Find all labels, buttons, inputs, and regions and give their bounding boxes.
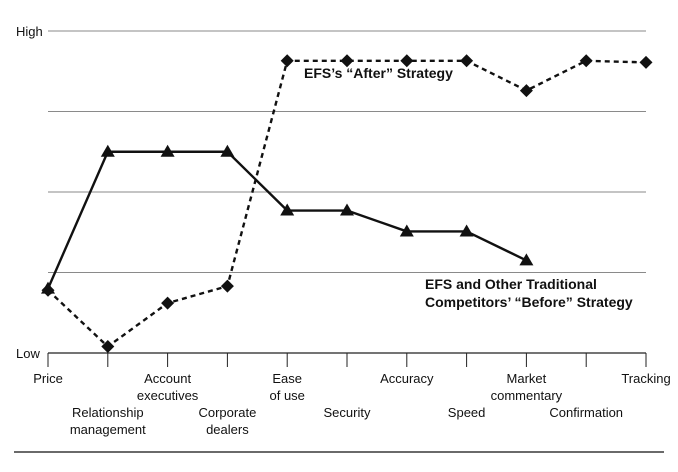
- x-tick-label: Market commentary: [491, 371, 563, 403]
- triangle-marker: [340, 203, 354, 216]
- x-tick-label: Accuracy: [380, 371, 434, 386]
- x-tick-label: Speed: [448, 405, 486, 420]
- series-labels: EFS and Other Traditional Competitors’ “B…: [304, 65, 633, 310]
- triangle-marker: [399, 224, 414, 237]
- diamond-marker: [161, 296, 175, 310]
- x-tick-label: Security: [324, 405, 371, 420]
- diamond-marker: [220, 279, 234, 293]
- y-label-low: Low: [16, 346, 40, 361]
- x-tick-label: Corporate dealers: [198, 405, 256, 437]
- x-tick-label: Account executives: [137, 371, 199, 403]
- triangle-marker: [100, 144, 115, 157]
- x-tick-label: Price: [33, 371, 63, 386]
- diamond-marker: [519, 84, 533, 98]
- x-tick-label: Ease of use: [269, 371, 304, 403]
- triangle-marker: [160, 144, 175, 157]
- triangle-marker: [459, 224, 474, 237]
- diamond-marker: [579, 54, 593, 68]
- triangle-marker: [519, 253, 534, 266]
- y-label-high: High: [16, 24, 43, 39]
- after-strategy-label: EFS’s “After” Strategy: [304, 65, 453, 81]
- triangle-marker: [280, 203, 295, 216]
- x-tick-label: Relationship management: [70, 405, 146, 437]
- series-markers: [41, 54, 653, 354]
- before-strategy-label: EFS and Other Traditional Competitors’ “B…: [425, 276, 633, 310]
- x-tick-label: Confirmation: [549, 405, 623, 420]
- diamond-marker: [639, 55, 653, 69]
- triangle-marker: [220, 144, 235, 157]
- diamond-marker: [101, 340, 115, 354]
- diamond-marker: [400, 54, 414, 68]
- diamond-marker: [460, 54, 474, 68]
- x-tick-label: Tracking: [621, 371, 670, 386]
- diamond-marker: [340, 54, 354, 68]
- diamond-marker: [280, 54, 294, 68]
- series-line-1: [46, 150, 527, 290]
- diamond-marker: [41, 283, 55, 297]
